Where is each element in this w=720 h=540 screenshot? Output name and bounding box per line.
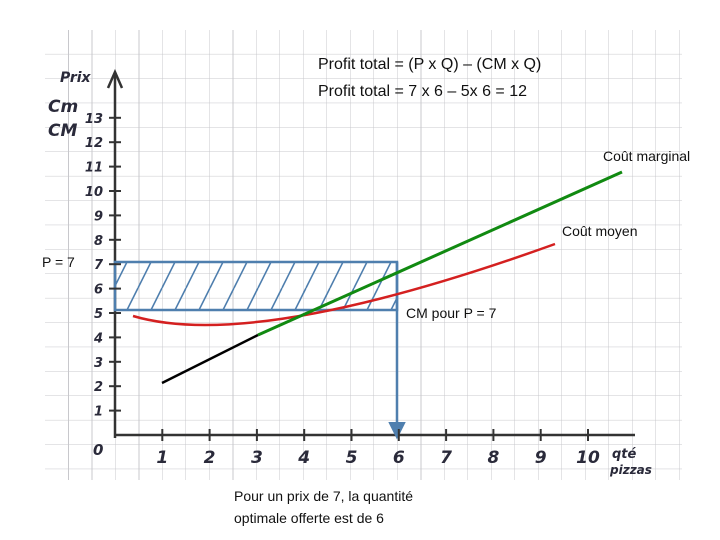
x-tick-label: 2 [204,448,216,468]
x-tick-label: 5 [346,448,358,468]
average-cost-at-price-label: CM pour P = 7 [406,305,497,321]
y-tick-label: 8 [94,234,103,249]
y-tick-label: 10 [85,185,103,200]
graph-paper [45,30,682,480]
origin-label: 0 [93,441,103,459]
x-tick-label: 6 [393,448,405,468]
x-tick-label: 1 [156,448,168,468]
y-tick-label: 2 [94,380,103,395]
y-tick-label: 7 [94,258,104,273]
x-tick-label: 7 [440,448,452,468]
calculation: Profit total = 7 x 6 – 5x 6 = 12 [318,83,527,100]
marginal-cost-lower [161,333,259,385]
y-axis-arrow [106,68,124,89]
marginal-cost-curve [257,170,623,337]
marginal-cost-label: Coût marginal [603,148,690,164]
x-tick-label: 3 [251,448,263,468]
profit-area [113,260,399,312]
average-cost-label: Coût moyen [562,223,637,239]
y-tick-label: 9 [94,209,103,224]
y-tick-label: 5 [94,307,103,322]
formula: Profit total = (P x Q) – (CM x Q) [318,56,541,73]
y-axis-label: Cm [48,97,78,117]
y-axis-label: CM [48,121,77,141]
conclusion-line: optimale offerte est de 6 [234,510,384,526]
x-tick-label: 10 [576,448,600,468]
y-tick-label: 1 [94,405,103,420]
x-tick-label: 8 [487,448,499,468]
x-tick-label: 4 [297,448,310,468]
price-label: P = 7 [42,254,75,270]
conclusion-line: Pour un prix de 7, la quantité [234,488,413,504]
y-tick-label: 11 [85,161,103,176]
y-tick-label: 12 [85,136,103,151]
y-tick-label: 6 [94,283,103,298]
y-axis-label: Prix [60,70,92,86]
y-tick-label: 4 [93,331,103,346]
x-axis-label: pizzas [609,463,652,477]
y-tick-label: 3 [94,356,103,371]
x-tick-label: 9 [535,448,547,468]
x-axis-label: qté [612,447,637,462]
y-tick-label: 13 [85,112,103,127]
